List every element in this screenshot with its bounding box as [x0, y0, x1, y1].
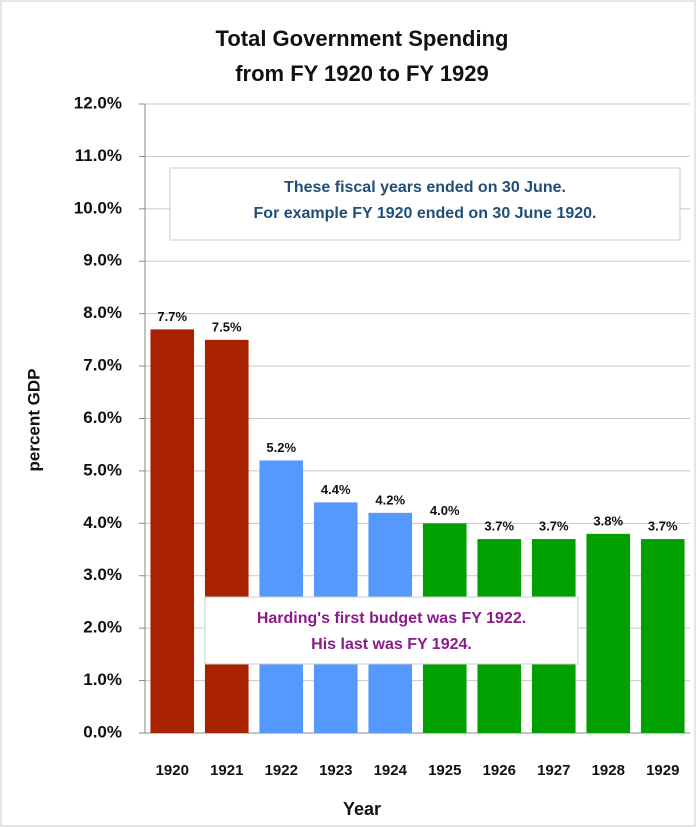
- x-tick-label: 1921: [210, 762, 243, 779]
- y-tick-label: 2.0%: [83, 618, 122, 637]
- annotation-text: For example FY 1920 ended on 30 June 192…: [254, 205, 597, 222]
- x-tick-label: 1925: [428, 762, 461, 779]
- y-tick-label: 5.0%: [83, 460, 122, 479]
- value-label: 4.2%: [375, 492, 405, 507]
- y-tick-label: 0.0%: [83, 722, 122, 741]
- x-axis-label: Year: [343, 799, 381, 819]
- y-tick-label: 10.0%: [74, 198, 122, 217]
- annotation-text: These fiscal years ended on 30 June.: [284, 179, 566, 196]
- y-tick-label: 7.0%: [83, 356, 122, 375]
- y-axis-label: percent GDP: [24, 369, 43, 472]
- value-label: 4.0%: [430, 503, 460, 518]
- bar: [150, 329, 195, 733]
- x-tick-label: 1920: [156, 762, 189, 779]
- chart-title: from FY 1920 to FY 1929: [235, 61, 489, 86]
- y-tick-label: 6.0%: [83, 408, 122, 427]
- y-tick-label: 9.0%: [83, 251, 122, 270]
- x-tick-label: 1924: [374, 762, 408, 779]
- y-tick-label: 1.0%: [83, 670, 122, 689]
- value-label: 4.4%: [321, 482, 351, 497]
- value-label: 7.7%: [157, 309, 187, 324]
- bar: [640, 539, 685, 733]
- chart-title: Total Government Spending: [216, 26, 509, 51]
- x-tick-label: 1928: [592, 762, 625, 779]
- value-label: 7.5%: [212, 319, 242, 334]
- x-tick-label: 1927: [537, 762, 570, 779]
- annotation-box: [169, 167, 681, 241]
- y-tick-label: 11.0%: [75, 146, 122, 165]
- value-label: 3.8%: [593, 513, 623, 528]
- y-tick-label: 8.0%: [83, 303, 122, 322]
- y-tick-label: 12.0%: [74, 93, 122, 112]
- value-label: 3.7%: [539, 518, 569, 533]
- value-label: 3.7%: [484, 518, 514, 533]
- value-label: 5.2%: [266, 440, 296, 455]
- y-tick-label: 4.0%: [83, 513, 122, 532]
- annotation-box: [204, 596, 579, 665]
- y-tick-label: 3.0%: [83, 565, 122, 584]
- bar: [204, 339, 249, 733]
- x-tick-label: 1922: [265, 762, 298, 779]
- annotation-text: Harding's first budget was FY 1922.: [257, 610, 526, 627]
- x-tick-label: 1923: [319, 762, 352, 779]
- value-label: 3.7%: [648, 518, 678, 533]
- annotation-text: His last was FY 1924.: [311, 636, 472, 653]
- x-tick-label: 1926: [483, 762, 516, 779]
- bar: [586, 533, 631, 733]
- x-tick-label: 1929: [646, 762, 679, 779]
